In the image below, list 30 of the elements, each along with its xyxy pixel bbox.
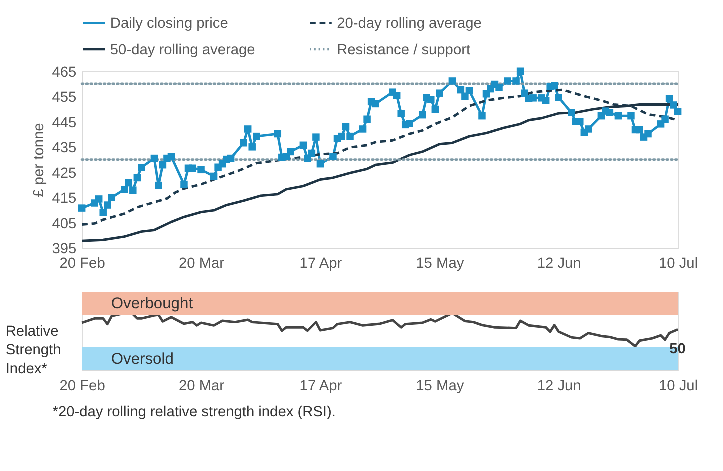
legend-label: 50-day rolling average xyxy=(110,42,256,58)
x-tick-label: 15 May xyxy=(416,378,465,394)
legend-label: Resistance / support xyxy=(337,42,471,58)
x-tick-label: 20 Mar xyxy=(178,378,225,394)
y-tick-label: 435 xyxy=(52,140,77,157)
x-tick-label: 12 Jun xyxy=(537,256,582,272)
y-tick-label: 395 xyxy=(52,242,77,258)
x-tick-label: 10 Jul xyxy=(659,378,698,394)
x-tick-label: 10 Jul xyxy=(659,256,698,272)
x-tick-label: 12 Jun xyxy=(537,378,582,394)
y-tick-label: 455 xyxy=(52,90,77,106)
text: *20-day rolling relative strength index (RSI). xyxy=(52,404,336,420)
annotation: 50 xyxy=(670,341,686,358)
band-label: Overbought xyxy=(111,295,194,312)
x-tick-label: 15 May xyxy=(416,256,465,272)
y-tick-label: 415 xyxy=(52,191,77,208)
x-tick-label: 17 Apr xyxy=(300,256,342,272)
y-tick-label: 445 xyxy=(52,115,77,132)
x-tick-label: 20 Feb xyxy=(60,378,106,394)
x-tick-label: 20 Feb xyxy=(60,256,106,272)
x-tick-label: 17 Apr xyxy=(300,378,342,394)
y-tick-label: 425 xyxy=(52,166,77,182)
y-axis-title: Relative Strength Index* xyxy=(6,324,62,378)
y-tick-label: 405 xyxy=(52,216,77,232)
x-tick-label: 20 Mar xyxy=(178,256,225,272)
y-tick-label: 465 xyxy=(52,64,77,81)
band-label: Oversold xyxy=(111,350,174,368)
legend-label: 20-day rolling average xyxy=(337,16,482,32)
legend-label: Daily closing price xyxy=(110,16,228,32)
y-axis-title: £ per tonne xyxy=(31,123,48,198)
